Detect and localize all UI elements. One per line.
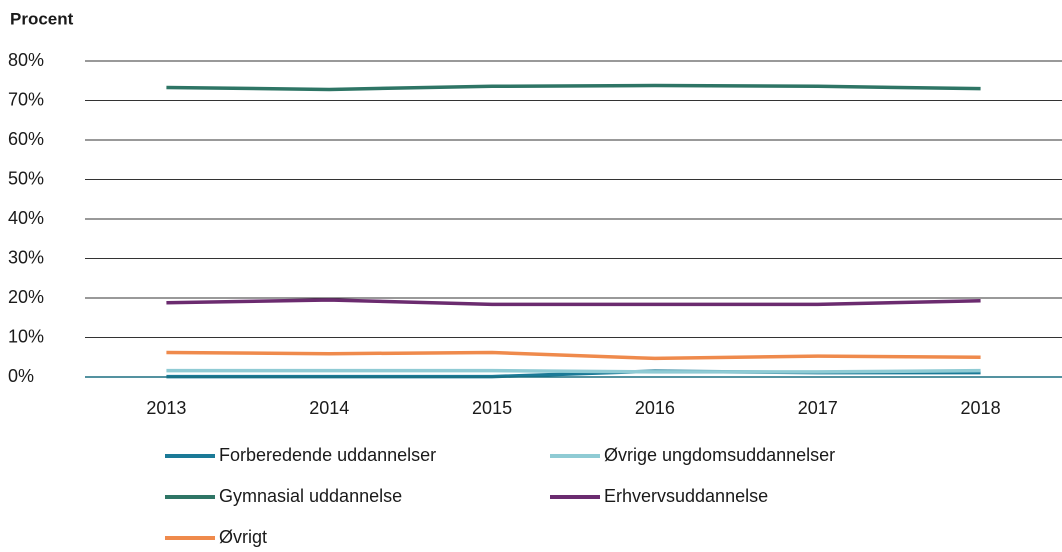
legend-label: Forberedende uddannelser — [219, 445, 436, 465]
y-tick-label: 30% — [8, 247, 44, 267]
series-line — [166, 368, 981, 374]
x-tick-label: 2018 — [961, 398, 1001, 418]
x-tick-label: 2013 — [146, 398, 186, 418]
y-tick-label: 40% — [8, 208, 44, 228]
series-line — [166, 298, 981, 307]
y-axis-label: Procent — [10, 9, 74, 28]
y-tick-label: 20% — [8, 287, 44, 307]
series-line — [166, 83, 981, 92]
y-tick-label: 80% — [8, 50, 44, 70]
y-tick-label: 60% — [8, 129, 44, 149]
legend-label: Erhvervsuddannelse — [604, 486, 768, 506]
y-tick-label: 10% — [8, 326, 44, 346]
legend-label: Øvrigt — [219, 527, 267, 547]
y-tick-label: 0% — [8, 366, 34, 386]
legend-label: Gymnasial uddannelse — [219, 486, 402, 506]
x-tick-label: 2016 — [635, 398, 675, 418]
x-tick-label: 2015 — [472, 398, 512, 418]
x-tick-label: 2014 — [309, 398, 349, 418]
x-tick-label: 2017 — [798, 398, 838, 418]
y-tick-label: 70% — [8, 89, 44, 109]
legend-label: Øvrige ungdomsuddannelser — [604, 445, 835, 465]
y-tick-label: 50% — [8, 168, 44, 188]
series-line — [166, 350, 981, 361]
